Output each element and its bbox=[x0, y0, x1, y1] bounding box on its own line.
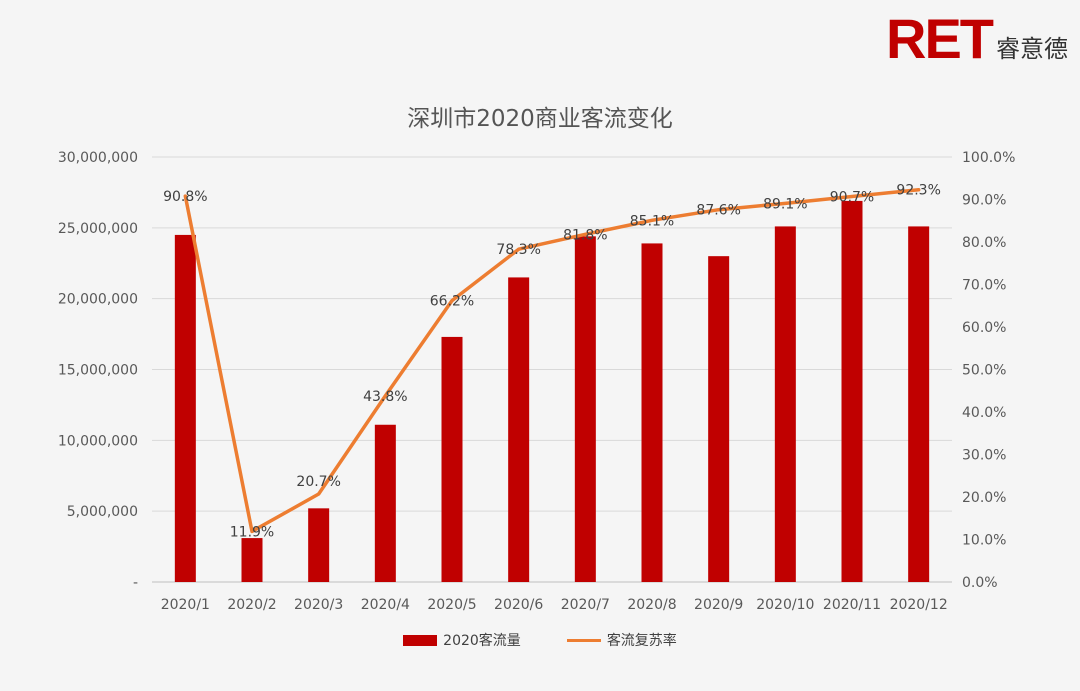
legend-bar-swatch bbox=[403, 634, 438, 646]
left-axis-ticks: - 5,000,000 10,000,000 15,000,000 20,000,000… bbox=[58, 150, 138, 591]
bar bbox=[908, 226, 930, 582]
bar bbox=[174, 234, 196, 582]
x-tick-label: 2020/8 bbox=[627, 597, 676, 613]
bar-series bbox=[174, 200, 930, 583]
line-point bbox=[383, 394, 387, 398]
line-data-label: 66.2% bbox=[430, 294, 474, 310]
x-tick-label: 2020/3 bbox=[294, 597, 343, 613]
bar bbox=[708, 256, 730, 582]
right-axis-ticks: 0.0% 10.0% 20.0% 30.0% 40.0% 50.0% 60.0% 70.0% 8… bbox=[962, 150, 1015, 591]
logo-mark: RET bbox=[886, 7, 994, 70]
y-right-tick-label: 80.0% bbox=[962, 235, 1006, 251]
x-tick-label: 2020/4 bbox=[361, 597, 410, 613]
bar bbox=[308, 508, 330, 582]
x-tick-label: 2020/12 bbox=[890, 597, 948, 613]
legend-item-bar[interactable]: 2020客流量 bbox=[403, 630, 521, 650]
line-data-labels: 90.8% 11.9% 20.7% 43.8% 66.2% 78.3% 81.8% 85.1%… bbox=[163, 183, 941, 541]
x-tick-label: 2020/9 bbox=[694, 597, 743, 613]
y-right-tick-label: 0.0% bbox=[962, 575, 998, 591]
logo-chinese-name: 睿意德 bbox=[996, 35, 1068, 63]
x-tick-label: 2020/2 bbox=[227, 597, 276, 613]
line-point bbox=[783, 201, 787, 205]
line-point bbox=[850, 195, 854, 199]
x-tick-label: 2020/6 bbox=[494, 597, 543, 613]
line-data-label: 81.8% bbox=[563, 227, 607, 243]
y-left-tick-label: 5,000,000 bbox=[67, 504, 138, 520]
line-data-label: 20.7% bbox=[296, 474, 340, 490]
line-point bbox=[917, 188, 921, 192]
line-data-label: 89.1% bbox=[763, 196, 807, 212]
line-series bbox=[183, 187, 921, 534]
y-right-tick-label: 90.0% bbox=[962, 193, 1006, 209]
legend: 2020客流量 客流复苏率 bbox=[0, 630, 1080, 650]
chart-title: 深圳市2020商业客流变化 bbox=[407, 106, 673, 132]
bar bbox=[241, 538, 263, 582]
line-point bbox=[717, 208, 721, 212]
line-data-label: 90.8% bbox=[163, 189, 207, 205]
y-left-tick-label: 20,000,000 bbox=[58, 292, 138, 308]
y-right-tick-label: 100.0% bbox=[962, 150, 1015, 166]
line-point bbox=[250, 529, 254, 533]
y-right-tick-label: 20.0% bbox=[962, 490, 1006, 506]
bar bbox=[374, 424, 396, 582]
x-axis-ticks: 2020/1 2020/2 2020/3 2020/4 2020/5 2020/6 2020… bbox=[161, 597, 948, 613]
bar bbox=[508, 277, 530, 582]
series-line bbox=[183, 187, 921, 534]
line-point bbox=[583, 232, 587, 236]
y-right-tick-label: 60.0% bbox=[962, 320, 1006, 336]
x-tick-label: 2020/1 bbox=[161, 597, 210, 613]
line-point bbox=[517, 247, 521, 251]
legend-line-swatch bbox=[566, 638, 601, 642]
line-data-label: 90.7% bbox=[830, 190, 874, 206]
x-tick-label: 2020/5 bbox=[427, 597, 476, 613]
line-data-label: 78.3% bbox=[496, 242, 540, 258]
y-right-tick-label: 70.0% bbox=[962, 278, 1006, 294]
x-tick-label: 2020/7 bbox=[561, 597, 610, 613]
line-data-label: 87.6% bbox=[696, 203, 740, 219]
y-left-tick-label: 15,000,000 bbox=[58, 363, 138, 379]
bar bbox=[574, 236, 596, 583]
y-right-tick-label: 10.0% bbox=[962, 533, 1006, 549]
line-point bbox=[450, 299, 454, 303]
line-point bbox=[183, 194, 187, 198]
brand-logo: RET 睿意德 bbox=[886, 7, 1068, 70]
x-tick-label: 2020/10 bbox=[756, 597, 814, 613]
line-data-label: 43.8% bbox=[363, 389, 407, 405]
bar bbox=[774, 226, 796, 582]
y-left-tick-label: 25,000,000 bbox=[58, 221, 138, 237]
line-data-label: 85.1% bbox=[630, 213, 674, 229]
y-left-tick-label: 10,000,000 bbox=[58, 433, 138, 449]
y-left-tick-label: - bbox=[133, 575, 138, 591]
line-point bbox=[317, 492, 321, 496]
bar bbox=[841, 200, 863, 582]
line-point bbox=[650, 218, 654, 222]
legend-line-label: 客流复苏率 bbox=[606, 633, 677, 649]
y-left-tick-label: 30,000,000 bbox=[58, 150, 138, 166]
line-data-label: 11.9% bbox=[230, 524, 274, 540]
legend-item-line[interactable]: 客流复苏率 bbox=[566, 630, 677, 650]
y-right-tick-label: 30.0% bbox=[962, 448, 1006, 464]
legend-bar-label: 2020客流量 bbox=[443, 633, 521, 649]
line-data-label: 92.3% bbox=[896, 183, 940, 199]
y-right-tick-label: 50.0% bbox=[962, 363, 1006, 379]
x-tick-label: 2020/11 bbox=[823, 597, 881, 613]
bar bbox=[641, 243, 663, 582]
bar bbox=[441, 336, 463, 582]
y-right-tick-label: 40.0% bbox=[962, 405, 1006, 421]
